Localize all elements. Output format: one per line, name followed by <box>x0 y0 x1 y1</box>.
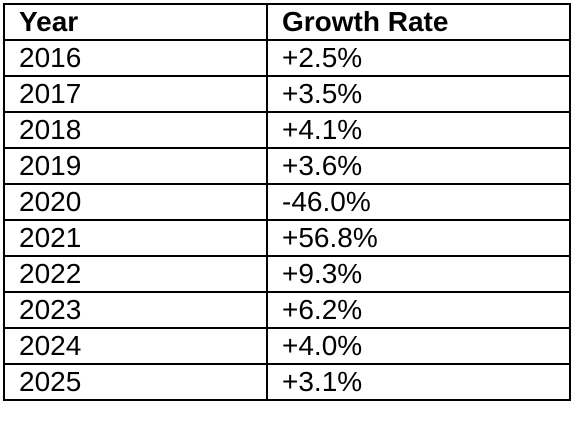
table-row: 2016 +2.5% <box>3 39 571 77</box>
table-row: 2025 +3.1% <box>3 363 571 401</box>
growth-rate-cell: +9.3% <box>266 255 571 293</box>
year-cell: 2021 <box>3 219 268 257</box>
growth-rate-cell: +3.1% <box>266 363 571 401</box>
year-cell: 2020 <box>3 183 268 221</box>
growth-rate-column-header: Growth Rate <box>266 3 571 41</box>
year-cell: 2017 <box>3 75 268 113</box>
table-row: 2018 +4.1% <box>3 111 571 149</box>
year-cell: 2024 <box>3 327 268 365</box>
header-row: Year Growth Rate <box>3 3 571 41</box>
growth-rate-cell: -46.0% <box>266 183 571 221</box>
growth-rate-cell: +2.5% <box>266 39 571 77</box>
year-cell: 2023 <box>3 291 268 329</box>
growth-rate-cell: +4.0% <box>266 327 571 365</box>
year-cell: 2016 <box>3 39 268 77</box>
growth-rate-cell: +6.2% <box>266 291 571 329</box>
year-cell: 2025 <box>3 363 268 401</box>
year-column-header: Year <box>3 3 268 41</box>
growth-rate-table: Year Growth Rate 2016 +2.5% 2017 +3.5% 2… <box>3 3 571 401</box>
table-row: 2021 +56.8% <box>3 219 571 257</box>
growth-rate-cell: +4.1% <box>266 111 571 149</box>
table-header: Year Growth Rate <box>3 3 571 41</box>
table-row: 2019 +3.6% <box>3 147 571 185</box>
table-row: 2023 +6.2% <box>3 291 571 329</box>
table-row: 2024 +4.0% <box>3 327 571 365</box>
year-cell: 2018 <box>3 111 268 149</box>
year-cell: 2022 <box>3 255 268 293</box>
growth-rate-cell: +56.8% <box>266 219 571 257</box>
growth-rate-cell: +3.5% <box>266 75 571 113</box>
table-row: 2017 +3.5% <box>3 75 571 113</box>
table-body: 2016 +2.5% 2017 +3.5% 2018 +4.1% 2019 +3… <box>3 39 571 401</box>
table-row: 2022 +9.3% <box>3 255 571 293</box>
year-cell: 2019 <box>3 147 268 185</box>
table-row: 2020 -46.0% <box>3 183 571 221</box>
growth-rate-cell: +3.6% <box>266 147 571 185</box>
